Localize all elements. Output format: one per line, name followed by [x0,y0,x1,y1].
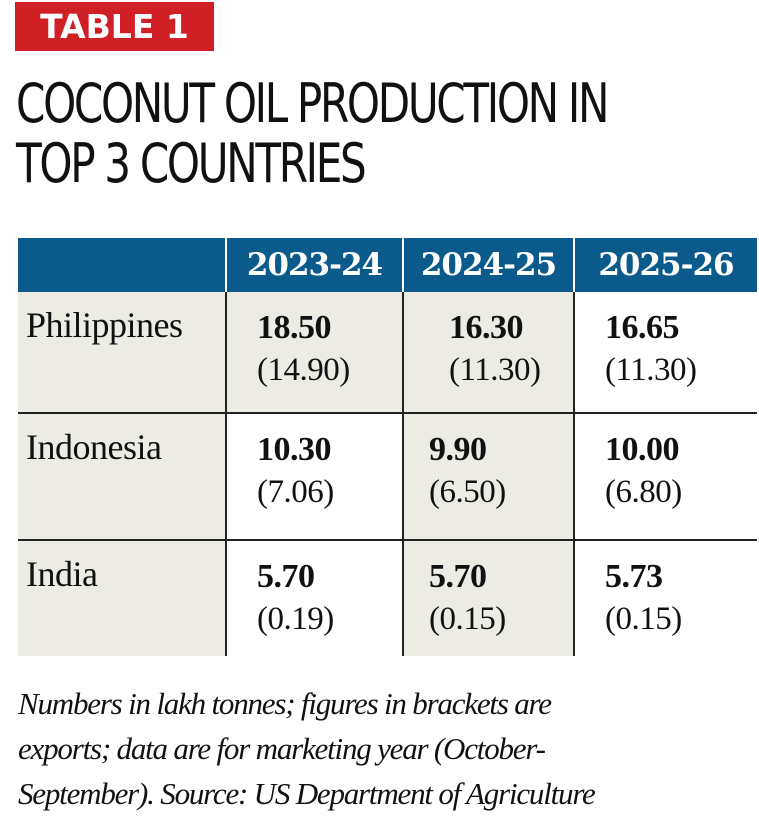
production-value: 5.73 [605,558,663,595]
country-name: Philippines [26,305,183,345]
value-cell: 10.30 (7.06) [225,413,403,541]
export-value: (7.06) [257,474,334,510]
country-cell: Indonesia [18,413,226,541]
export-value: (0.15) [605,601,682,637]
export-value: (6.50) [429,474,506,510]
footnote-line-2: exports; data are for marketing year (Oc… [18,731,546,766]
country-name: India [26,554,98,594]
value-cell: 16.30 (11.30) [402,292,574,414]
title-line-2: TOP 3 COUNTRIES [16,132,367,195]
export-value: (0.15) [429,601,506,637]
production-value: 5.70 [429,558,487,595]
table-row: Philippines 18.50 (14.90) 16.30 (11.30) … [18,292,757,414]
export-value: (6.80) [605,474,682,510]
production-value: 10.30 [257,431,332,468]
header-row: 2023-24 2024-25 2025-26 [18,238,757,292]
export-value: (11.30) [605,352,697,388]
table-row: Indonesia 10.30 (7.06) 9.90 (6.50) 10.00… [18,413,757,541]
value-cell: 5.70 (0.15) [402,540,574,656]
export-value: (0.19) [257,601,334,637]
production-value: 18.50 [257,309,332,346]
export-value: (11.30) [449,352,541,388]
footnote: Numbers in lakh tonnes; figures in brack… [18,681,748,816]
footnote-line-1: Numbers in lakh tonnes; figures in brack… [18,686,552,721]
footnote-line-3: September). Source: US Department of Agr… [18,776,596,811]
production-table: 2023-24 2024-25 2025-26 Philippines 18.5… [18,238,757,656]
country-name: Indonesia [26,427,162,467]
production-value: 9.90 [429,431,487,468]
title-line-1: COCONUT OIL PRODUCTION IN [16,72,609,135]
page-title: COCONUT OIL PRODUCTION IN TOP 3 COUNTRIE… [16,72,609,195]
country-cell: India [18,540,226,656]
value-cell: 16.65 (11.30) [573,292,757,414]
production-value: 10.00 [605,431,680,468]
value-cell: 5.70 (0.19) [225,540,403,656]
production-value: 5.70 [257,558,315,595]
value-cell: 18.50 (14.90) [225,292,403,414]
header-2024-25: 2024-25 [402,238,574,292]
value-cell: 5.73 (0.15) [573,540,757,656]
table-row: India 5.70 (0.19) 5.70 (0.15) 5.73 (0.15… [18,540,757,656]
country-cell: Philippines [18,292,226,414]
value-cell: 10.00 (6.80) [573,413,757,541]
production-value: 16.30 [449,309,524,346]
header-2023-24: 2023-24 [225,238,403,292]
export-value: (14.90) [257,352,350,388]
header-empty [18,238,226,292]
table-number-badge: TABLE 1 [15,2,214,51]
header-2025-26: 2025-26 [573,238,757,292]
production-value: 16.65 [605,309,680,346]
value-cell: 9.90 (6.50) [402,413,574,541]
